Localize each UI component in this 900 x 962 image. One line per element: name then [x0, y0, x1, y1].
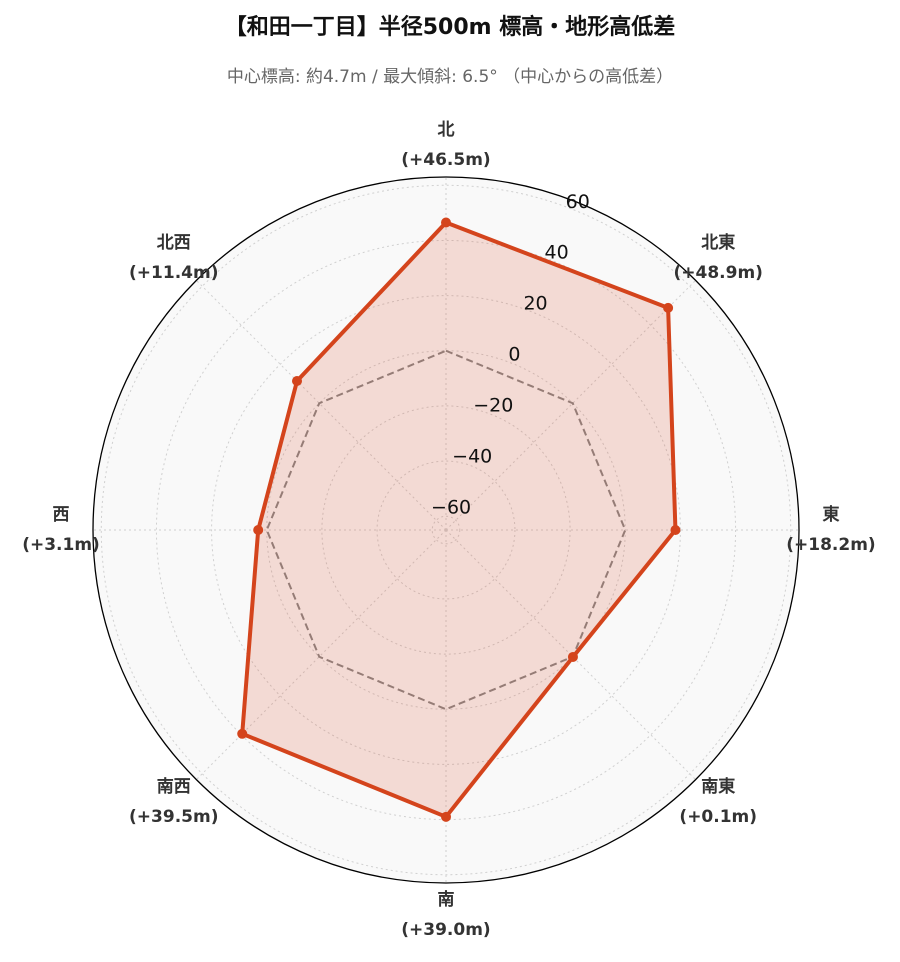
value-label: (+0.1m) — [679, 807, 757, 827]
value-label: (+3.1m) — [22, 535, 100, 555]
outer-circle — [92, 176, 800, 884]
category-label: 北西 — [157, 233, 191, 253]
y-tick-label: 20 — [523, 293, 547, 315]
grid-circle — [376, 460, 516, 600]
y-tick-label: −60 — [431, 497, 471, 519]
data-point — [237, 728, 248, 739]
zero-reference — [265, 349, 627, 711]
category-label: 南 — [438, 889, 455, 910]
y-tick-label: 40 — [545, 242, 569, 264]
data-point — [441, 811, 451, 822]
data-point — [663, 302, 674, 313]
y-tick-label: −40 — [452, 446, 492, 468]
value-label: (+18.2m) — [786, 535, 875, 555]
data-point — [253, 525, 264, 535]
data-point — [292, 376, 303, 387]
category-label: 東 — [823, 504, 840, 525]
value-label: (+11.4m) — [129, 263, 218, 283]
value-label: (+39.0m) — [401, 920, 490, 940]
spoke — [445, 280, 696, 531]
y-tick-label: 60 — [566, 191, 590, 213]
grid-circle — [155, 239, 737, 821]
grid-circle — [431, 515, 461, 545]
spoke — [196, 529, 447, 780]
category-label: 南西 — [157, 776, 191, 797]
grid-circle — [100, 184, 792, 876]
grid-circle — [266, 350, 626, 710]
chart-title: 【和田一丁目】半径500m 標高・地形高低差 — [225, 14, 676, 40]
spoke — [196, 280, 447, 531]
category-label: 南東 — [701, 776, 735, 797]
grid-circle — [321, 405, 571, 655]
data-point — [567, 651, 578, 662]
value-label: (+39.5m) — [129, 807, 218, 827]
chart-subtitle: 中心標高: 約4.7m / 最大傾斜: 6.5° （中心からの高低差） — [227, 67, 673, 87]
category-label: 北東 — [701, 232, 735, 253]
data-point — [670, 525, 681, 535]
y-tick-label: −20 — [473, 395, 513, 417]
value-label: (+48.9m) — [674, 263, 763, 283]
category-label: 北 — [438, 120, 455, 140]
data-point — [441, 217, 451, 228]
category-label: 西 — [53, 505, 70, 525]
y-tick-label: 0 — [508, 344, 520, 366]
value-label: (+46.5m) — [401, 150, 490, 170]
